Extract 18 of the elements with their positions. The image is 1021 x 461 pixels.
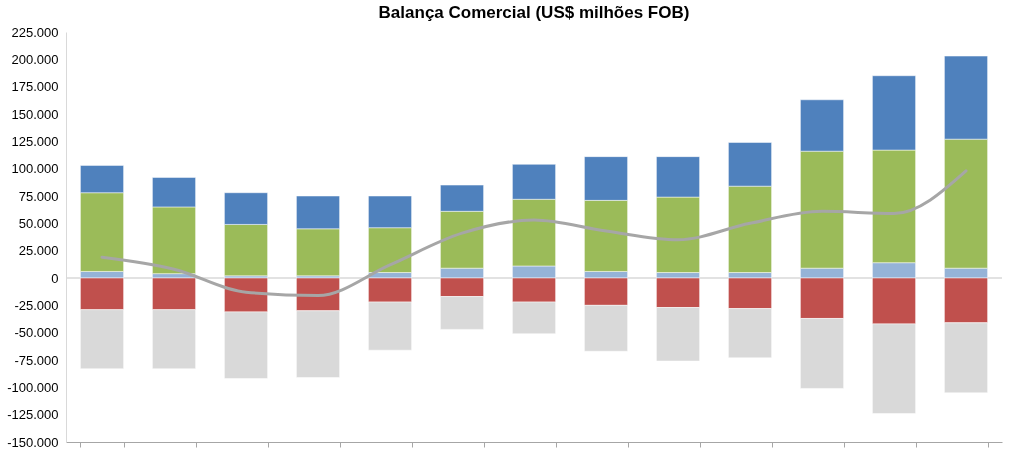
y-tick-label: 0 xyxy=(51,270,59,286)
chart-title: Balança Comercial (US$ milhões FOB) xyxy=(378,3,690,22)
y-tick-label: 50.000 xyxy=(18,215,59,231)
y-tick-label: -125.000 xyxy=(7,407,59,423)
y-tick-label: 225.000 xyxy=(11,24,59,40)
y-tick-label: -150.000 xyxy=(7,434,59,450)
y-tick-label: -25.000 xyxy=(14,297,59,313)
y-tick-label: 200.000 xyxy=(11,51,59,67)
y-tick-label: 75.000 xyxy=(18,188,59,204)
y-tick-label: 100.000 xyxy=(11,161,59,177)
line-series xyxy=(100,169,968,297)
y-tick-label: 25.000 xyxy=(18,243,59,259)
y-tick-label: -75.000 xyxy=(14,352,59,368)
y-tick-label: -50.000 xyxy=(14,325,59,341)
y-tick-label: 125.000 xyxy=(11,133,59,149)
y-tick-label: 150.000 xyxy=(11,106,59,122)
y-tick-label: 175.000 xyxy=(11,79,59,95)
y-tick-label: -100.000 xyxy=(7,379,59,395)
